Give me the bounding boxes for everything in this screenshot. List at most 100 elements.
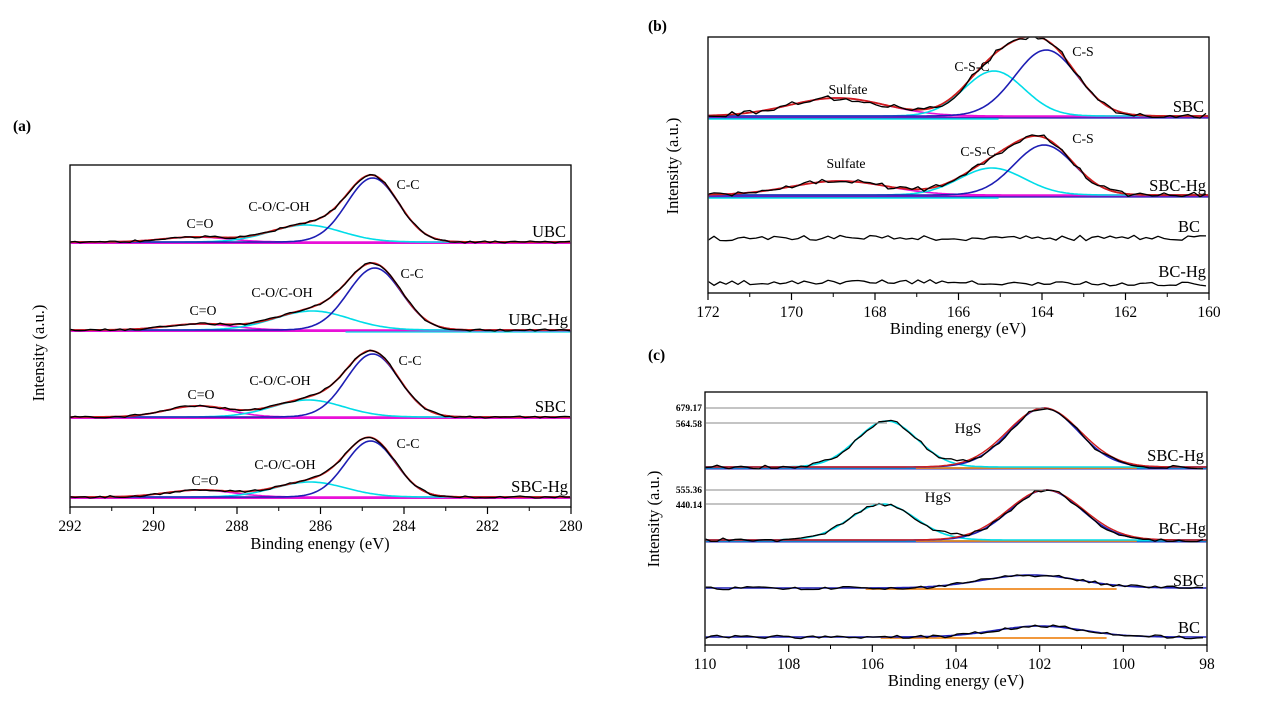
fit-component	[70, 267, 570, 331]
raw-spectrum	[705, 489, 1204, 543]
x-tick-label: 288	[225, 518, 249, 535]
peak-height-value: 564.58	[676, 420, 702, 430]
peak-height-value: 440.14	[676, 501, 702, 511]
fit-component	[705, 407, 1207, 468]
x-tick-label: 102	[1028, 656, 1051, 673]
raw-spectrum	[708, 278, 1207, 287]
x-tick-label: 166	[947, 304, 971, 321]
peak-label: HgS	[925, 490, 952, 506]
trace-label: SBC-Hg	[511, 477, 568, 496]
peak-label: HgS	[955, 421, 982, 437]
panel-a: (a) Binding enengy (eV) Intensity (a.u.) 29…	[13, 118, 583, 553]
peak-height-value: 679.17	[676, 404, 702, 414]
trace-label: BC	[1178, 618, 1200, 637]
x-tick-label: 104	[944, 656, 968, 673]
trace-a-ubc-hg	[70, 261, 571, 333]
peak-label: Sulfate	[826, 156, 865, 171]
raw-spectrum	[70, 349, 571, 419]
x-tick-label: 106	[861, 656, 885, 673]
trace-c-bc	[705, 624, 1207, 640]
peak-label: C=O	[188, 387, 215, 402]
trace-label: SBC	[1173, 571, 1204, 590]
fit-component	[70, 353, 570, 418]
x-tick-label: 170	[780, 304, 804, 321]
trace-label: BC	[1178, 217, 1200, 236]
fit-component	[708, 70, 1208, 117]
x-tick-label: 110	[694, 656, 717, 673]
trace-b-sbc	[708, 37, 1209, 120]
trace-b-sbc-hg	[708, 134, 1209, 199]
x-tick-label: 290	[142, 518, 166, 535]
raw-spectrum	[705, 624, 1204, 640]
trace-label: SBC	[535, 397, 566, 416]
raw-spectrum	[70, 261, 571, 332]
trace-label: UBC-Hg	[508, 310, 568, 329]
raw-spectrum	[708, 37, 1207, 119]
peak-label: C-O/C-OH	[248, 199, 309, 214]
fit-envelope	[705, 407, 1207, 468]
x-tick-label: 164	[1030, 304, 1054, 321]
x-tick-label: 286	[309, 518, 333, 535]
peak-label: C-S	[1072, 44, 1093, 59]
trace-label: BC-Hg	[1158, 519, 1206, 538]
fit-component	[708, 167, 1208, 196]
x-tick-label: 292	[58, 518, 81, 535]
trace-label: SBC	[1173, 97, 1204, 116]
plot-frame	[707, 36, 1210, 294]
x-tick-label: 168	[863, 304, 887, 321]
trace-c-sbc	[705, 574, 1207, 591]
peak-label: C=O	[192, 473, 219, 488]
x-axis-title: Binding enengy (eV)	[250, 534, 389, 553]
trace-c-bc-hg	[705, 489, 1207, 543]
fit-envelope	[708, 135, 1208, 196]
panel-c: (c) Binding energy (eV) Intensity (a.u.) 11…	[644, 347, 1215, 690]
fit-component	[70, 440, 570, 498]
peak-label: C-C	[399, 353, 422, 368]
peak-label: C-O/C-OH	[251, 285, 312, 300]
fit-envelope	[70, 174, 570, 243]
panel-b: (b) Binding energy (eV) Intensity (a.u.) 17…	[648, 18, 1221, 338]
trace-label: UBC	[532, 222, 566, 241]
raw-spectrum	[705, 408, 1204, 470]
x-tick-label: 282	[476, 518, 499, 535]
raw-spectrum	[705, 574, 1204, 591]
x-tick-label: 108	[777, 656, 801, 673]
peak-label: C-O/C-OH	[254, 457, 315, 472]
peak-label: C-O/C-OH	[249, 373, 310, 388]
trace-c-sbc-hg	[705, 407, 1207, 470]
y-axis-title: Intensity (a.u.)	[644, 471, 663, 568]
x-tick-label: 160	[1197, 304, 1221, 321]
trace-a-sbc	[70, 349, 571, 419]
peak-label: C-S	[1072, 131, 1093, 146]
trace-a-ubc	[70, 173, 571, 244]
x-tick-label: 280	[559, 518, 583, 535]
peak-height-value: 555.36	[676, 486, 702, 496]
fit-component	[705, 503, 1207, 541]
x-tick-label: 100	[1112, 656, 1136, 673]
plot-frame	[704, 391, 1208, 646]
fit-component	[705, 574, 1207, 589]
fit-component	[705, 489, 1207, 541]
trace-label: BC-Hg	[1158, 262, 1206, 281]
peak-label: Sulfate	[828, 82, 867, 97]
plot-frame	[69, 164, 572, 508]
fit-component	[70, 177, 570, 243]
x-tick-label: 162	[1114, 304, 1137, 321]
trace-a-sbc-hg	[70, 436, 571, 499]
x-tick-label: 172	[696, 304, 719, 321]
raw-spectrum	[70, 173, 571, 244]
peak-label: C-S-C	[954, 59, 989, 74]
x-tick-label: 284	[392, 518, 416, 535]
x-axis-title: Binding energy (eV)	[888, 671, 1024, 690]
panel-label-a: (a)	[13, 118, 31, 135]
fit-envelope	[708, 37, 1208, 117]
trace-b-bc-hg	[708, 278, 1207, 287]
panel-label-c: (c)	[648, 347, 665, 364]
panel-label-b: (b)	[648, 18, 667, 35]
peak-label: C-S-C	[960, 144, 995, 159]
trace-label: SBC-Hg	[1147, 446, 1204, 465]
peak-label: C-C	[397, 436, 420, 451]
trace-b-bc	[708, 234, 1207, 242]
peak-label: C-C	[397, 177, 420, 192]
